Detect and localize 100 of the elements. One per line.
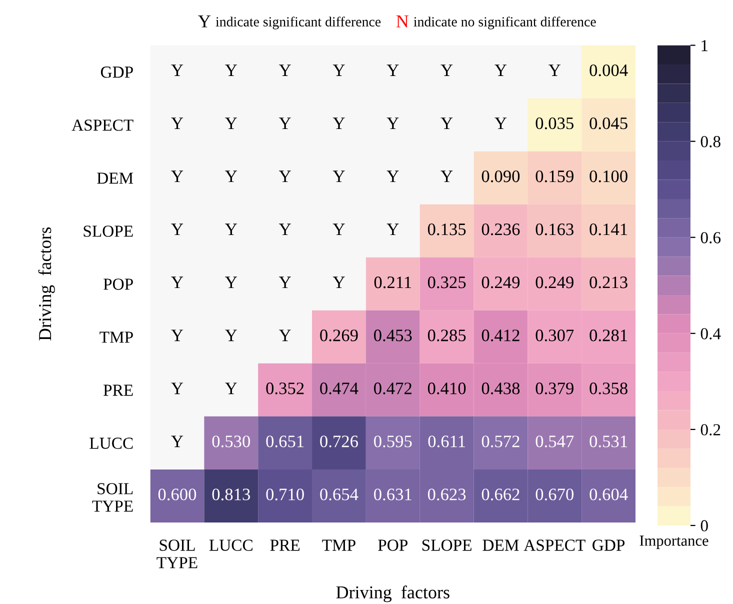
data-label: 0.412 [482, 330, 520, 342]
y-tick-label: LUCC [90, 438, 133, 449]
text: N indicate no significant difference [396, 15, 596, 30]
x-tick-label: TMP [322, 540, 356, 551]
data-label: 0.438 [482, 382, 520, 394]
color-bar-label: 0.2 [700, 424, 720, 436]
text: Y [171, 330, 184, 342]
text: Y [386, 224, 399, 236]
data-label: 0.662 [482, 488, 520, 500]
data-label: 0.600 [158, 488, 196, 500]
data-label: 0.631 [374, 488, 412, 500]
x-tick-label: LUCC [209, 540, 252, 551]
data-label: 0.285 [428, 330, 466, 342]
data-label: 0.530 [212, 436, 250, 448]
text: Y [440, 170, 453, 182]
data-label: 0.045 [590, 117, 628, 130]
data-label: 0.651 [266, 436, 304, 448]
text: Y [225, 330, 237, 342]
data-label: 0.604 [590, 488, 628, 500]
x-axis-title: Driving factors [336, 586, 450, 602]
text: Y [225, 170, 237, 182]
text: Y [278, 118, 291, 129]
text: Y [332, 170, 345, 182]
data-label: 0.572 [482, 436, 520, 448]
data-label: 0.307 [536, 330, 574, 342]
x-tick-label: SLOPE [422, 540, 472, 551]
x-tick-label: DEM [482, 540, 519, 551]
x-tick-label: GDP [592, 540, 625, 551]
data-label: 0.726 [320, 436, 358, 448]
x-tick-label: POP [378, 540, 408, 551]
text: Y [332, 224, 345, 236]
text: Y [386, 170, 399, 182]
text: Y [386, 64, 399, 76]
text: Y [225, 276, 237, 288]
data-label: 0.236 [482, 223, 520, 236]
text: Y [225, 64, 237, 76]
data-label: 0.531 [590, 436, 628, 448]
text: Y [332, 276, 345, 288]
text: Y [171, 382, 184, 394]
data-label: 0.163 [536, 223, 574, 236]
data-label: 0.249 [536, 276, 574, 288]
text: Y [278, 330, 291, 342]
data-label: 0.611 [428, 436, 465, 448]
text: Y [171, 118, 184, 129]
y-tick-label: SOIL TYPE [92, 483, 133, 512]
data-label: 0.472 [374, 382, 412, 394]
x-tick-label: PRE [270, 540, 300, 551]
text: Y [332, 64, 345, 76]
data-label: 0.269 [320, 330, 358, 342]
y-tick-label: GDP [100, 66, 133, 78]
data-label: 0.281 [590, 330, 628, 342]
data-label: 0.813 [212, 488, 250, 500]
data-label: 0.135 [428, 223, 466, 236]
data-label: 0.623 [428, 488, 466, 500]
data-label: 0.211 [374, 276, 412, 288]
text: Y [548, 64, 560, 76]
data-label: 0.159 [536, 170, 574, 182]
text: Y [440, 118, 453, 129]
color-bar-label: 0.6 [700, 232, 721, 244]
y-tick-label: ASPECT [72, 120, 134, 131]
data-label: 0.035 [536, 117, 574, 130]
data-label: 0.325 [428, 276, 466, 288]
text: Y [171, 224, 184, 236]
data-label: 0.453 [374, 330, 412, 342]
text: Y [440, 64, 453, 76]
data-label: 0.004 [590, 64, 628, 76]
data-label: 0.474 [320, 382, 358, 394]
text: Y [171, 436, 184, 448]
text: Y [278, 64, 291, 76]
color-bar-label: 0.4 [700, 328, 721, 340]
data-label: 0.670 [536, 488, 574, 500]
text: Y [386, 118, 399, 129]
text: Y [278, 224, 291, 236]
text: Y [225, 224, 237, 236]
data-label: 0.352 [266, 382, 304, 394]
data-label: 0.410 [428, 382, 466, 394]
y-tick-label: PRE [104, 384, 133, 396]
text: Y [171, 64, 184, 76]
y-tick-label: DEM [97, 172, 134, 184]
data-label: 0.379 [536, 382, 574, 394]
data-label: 0.100 [590, 170, 628, 182]
x-tick-label: SOIL TYPE [156, 540, 198, 568]
color-bar-label: 0.8 [700, 136, 720, 148]
data-label: 0.547 [536, 436, 574, 448]
text: Y indicate significant difference [198, 15, 381, 30]
text: Y [332, 118, 345, 129]
y-tick-label: SLOPE [84, 226, 133, 237]
data-label: 0.090 [482, 170, 520, 182]
y-axis-title: Driving factors [38, 227, 55, 341]
data-label: 0.358 [590, 382, 628, 394]
data-label: 0.710 [266, 488, 304, 500]
text: Y [171, 276, 184, 288]
text: Y [171, 170, 184, 182]
y-tick-label: POP [104, 278, 133, 290]
text: Y [278, 170, 291, 182]
text: Y [494, 64, 507, 76]
text: Y [225, 118, 237, 129]
data-label: 0.141 [590, 223, 628, 236]
data-label: 0.213 [590, 276, 628, 288]
color-bar-title: Importance [640, 536, 708, 549]
